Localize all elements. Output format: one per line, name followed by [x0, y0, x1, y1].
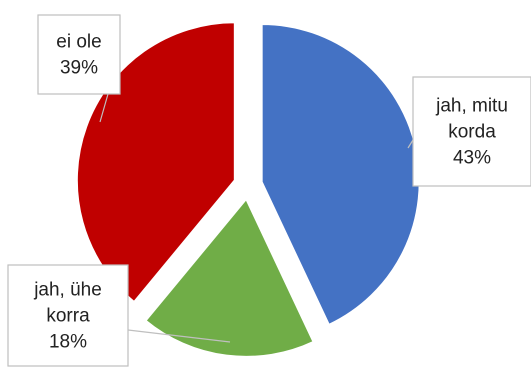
data-label-line: 39%	[60, 58, 98, 79]
data-label-line: 43%	[453, 148, 491, 169]
data-label-line: 18%	[49, 332, 87, 353]
callout-pointer	[99, 93, 109, 123]
data-label-line: jah, ühe	[33, 280, 102, 301]
data-labels: jah, mitu korda 43% jah, ühe korra 18% ei ole 3…	[7, 14, 531, 367]
callout-box	[412, 76, 531, 187]
data-label-jah-mitu-korda: jah, mitu korda 43%	[407, 76, 531, 187]
data-label-line: korda	[448, 122, 496, 143]
data-label-jah-uhe-korra: jah, ühe korra 18%	[7, 264, 231, 367]
data-label-line: korra	[46, 306, 90, 327]
callout-box	[7, 264, 129, 367]
data-label-ei-ole: ei ole 39%	[37, 14, 121, 123]
data-label-line: jah, mitu	[435, 96, 508, 117]
callout-pointer	[407, 139, 414, 149]
callout-pointer	[127, 329, 231, 343]
data-label-line: ei ole	[56, 32, 101, 53]
callout-box	[37, 14, 121, 95]
pie-slice-jah-uhe-korra	[144, 197, 315, 358]
